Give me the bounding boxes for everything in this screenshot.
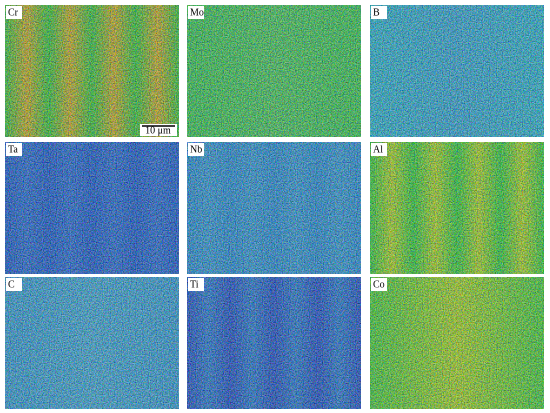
label-box	[188, 278, 204, 291]
panel-label: Ti	[190, 279, 199, 290]
map-panel: Mo	[187, 5, 361, 137]
panel-label: Mo	[190, 7, 204, 18]
label-box	[188, 6, 204, 19]
map-spots	[187, 5, 361, 137]
map-panel: Nb	[187, 142, 361, 274]
map-panel: Ta	[5, 142, 179, 274]
label-box	[371, 143, 387, 156]
map-spots	[370, 277, 544, 409]
label-box	[188, 143, 204, 156]
map-spots	[187, 277, 361, 409]
label-box	[6, 278, 22, 291]
map-spots	[370, 142, 544, 274]
scale-label: 10 μm	[145, 125, 171, 136]
map-panel: Ti	[187, 277, 361, 409]
scale-bar: 10 μm	[140, 124, 177, 136]
label-box	[6, 143, 22, 156]
label-box	[371, 6, 387, 19]
map-panel: B	[370, 5, 544, 137]
panel-label: Co	[373, 279, 385, 290]
map-spots	[5, 142, 179, 274]
label-box	[6, 6, 22, 19]
map-panel: Cr	[5, 5, 179, 137]
panel-label: Al	[373, 144, 383, 155]
panel-label: Ta	[8, 144, 18, 155]
panel-label: Nb	[190, 144, 202, 155]
map-spots	[370, 5, 544, 137]
label-box	[371, 278, 387, 291]
map-panel: Al	[370, 142, 544, 274]
map-spots	[187, 142, 361, 274]
scale-box	[140, 124, 177, 136]
map-spots	[5, 277, 179, 409]
map-panel: C	[5, 277, 179, 409]
panel-label: B	[373, 7, 380, 18]
panel-label: Cr	[8, 7, 19, 18]
map-spots	[5, 5, 179, 137]
panel-label: C	[8, 279, 15, 290]
map-panel: Co	[370, 277, 544, 409]
